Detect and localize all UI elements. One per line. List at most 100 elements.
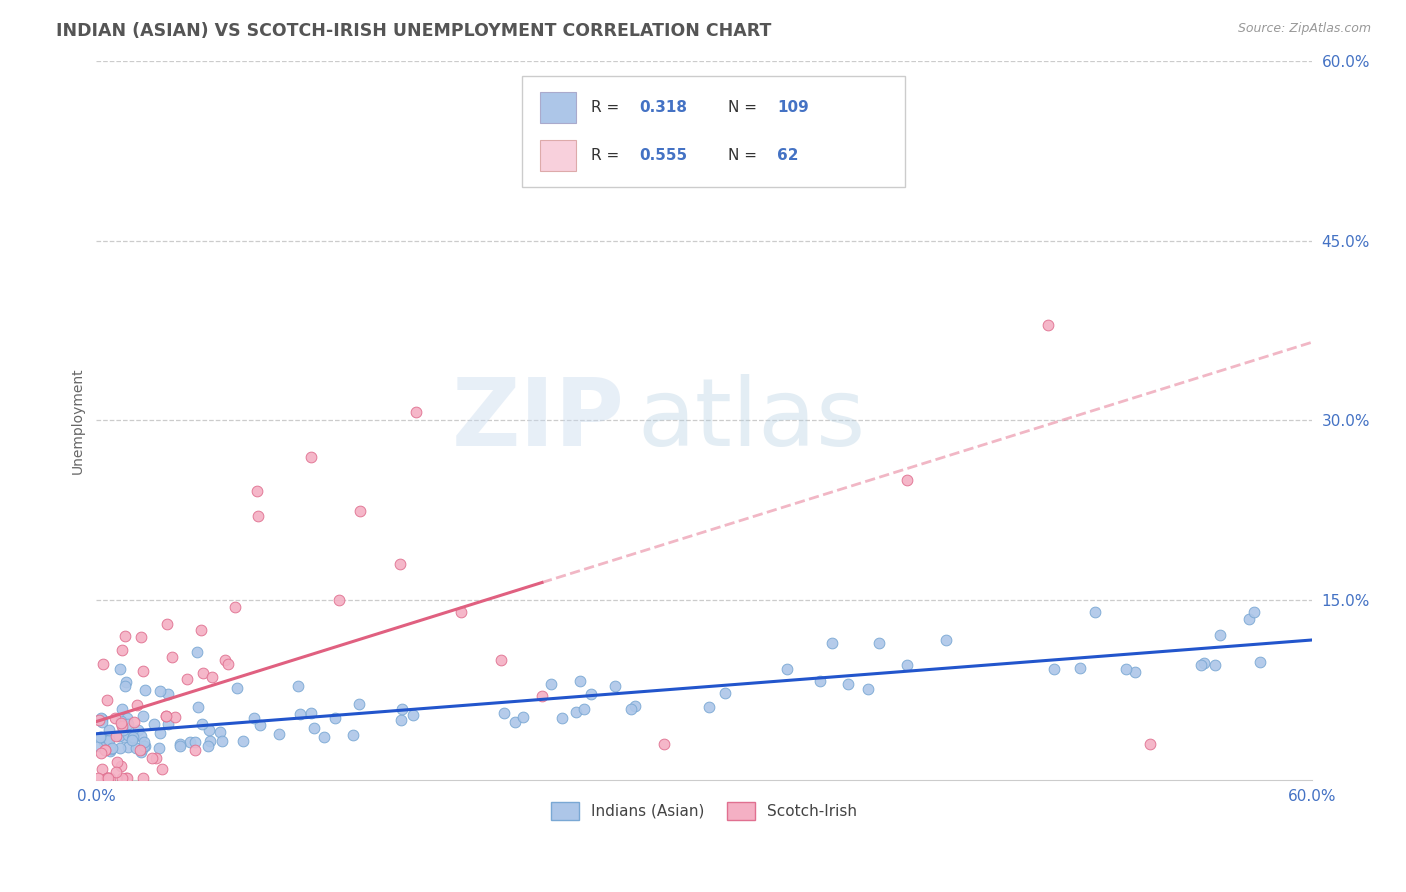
Point xyxy=(1204,658,1226,673)
Point xyxy=(141,751,163,765)
Point xyxy=(267,727,290,741)
Point xyxy=(115,772,138,786)
Point xyxy=(117,728,139,742)
Point xyxy=(89,730,111,744)
Point xyxy=(299,706,322,720)
Point xyxy=(512,710,534,724)
Point xyxy=(132,772,155,786)
Text: INDIAN (ASIAN) VS SCOTCH-IRISH UNEMPLOYMENT CORRELATION CHART: INDIAN (ASIAN) VS SCOTCH-IRISH UNEMPLOYM… xyxy=(56,22,772,40)
Point xyxy=(225,681,247,695)
Point xyxy=(697,700,720,714)
Text: atlas: atlas xyxy=(637,375,866,467)
Point xyxy=(104,711,127,725)
Text: R =: R = xyxy=(591,148,624,162)
Text: 62: 62 xyxy=(778,148,799,162)
Point xyxy=(620,702,643,716)
Point xyxy=(129,745,152,759)
Point xyxy=(249,718,271,732)
Point xyxy=(652,737,675,751)
Point xyxy=(1239,612,1261,626)
Point xyxy=(111,719,134,733)
Point xyxy=(90,711,112,725)
Point xyxy=(107,729,129,743)
Point xyxy=(91,712,114,726)
Point xyxy=(775,662,797,676)
Point xyxy=(94,734,117,748)
Text: R =: R = xyxy=(591,100,624,115)
Point xyxy=(111,772,134,786)
Point xyxy=(184,743,207,757)
Point xyxy=(110,716,132,731)
Point xyxy=(155,709,177,723)
Text: ZIP: ZIP xyxy=(453,375,626,467)
Point xyxy=(232,734,254,748)
Point xyxy=(97,772,120,786)
Text: 0.318: 0.318 xyxy=(640,100,688,115)
Point xyxy=(328,593,350,607)
Point xyxy=(97,772,120,786)
Point xyxy=(89,730,111,744)
Point xyxy=(302,721,325,735)
Point xyxy=(624,698,647,713)
Point xyxy=(96,693,118,707)
Point xyxy=(101,741,124,756)
Point xyxy=(246,483,269,498)
Point xyxy=(1115,662,1137,676)
Text: N =: N = xyxy=(728,148,762,162)
Y-axis label: Unemployment: Unemployment xyxy=(72,368,86,474)
Point xyxy=(224,600,246,615)
Point xyxy=(492,706,515,720)
Point xyxy=(713,686,735,700)
Point xyxy=(129,729,152,743)
Point xyxy=(129,630,152,644)
Point xyxy=(134,739,156,753)
Text: Source: ZipAtlas.com: Source: ZipAtlas.com xyxy=(1237,22,1371,36)
Point xyxy=(131,742,153,756)
Point xyxy=(868,636,890,650)
Point xyxy=(145,751,167,765)
Point xyxy=(1189,658,1212,673)
Point xyxy=(391,702,413,716)
Point xyxy=(98,772,121,786)
Point xyxy=(93,735,115,749)
Point xyxy=(89,713,111,727)
Point xyxy=(201,670,224,684)
Point xyxy=(97,731,120,745)
Point xyxy=(127,723,149,738)
Point xyxy=(551,711,574,725)
Point xyxy=(121,732,143,747)
Point xyxy=(1069,661,1091,675)
Point xyxy=(97,735,120,749)
Point xyxy=(100,741,122,756)
Point xyxy=(131,708,153,723)
Point xyxy=(105,755,128,769)
Point xyxy=(503,714,526,729)
Point xyxy=(349,697,371,711)
Point xyxy=(856,682,879,697)
Point xyxy=(115,711,138,725)
Point xyxy=(150,762,173,776)
Point xyxy=(129,743,152,757)
Point xyxy=(247,509,270,524)
Point xyxy=(299,450,322,464)
Point xyxy=(115,674,138,689)
Point xyxy=(98,733,121,747)
Point xyxy=(176,672,198,686)
Point xyxy=(1192,657,1215,671)
Point xyxy=(243,711,266,725)
Point xyxy=(491,653,513,667)
Point xyxy=(115,772,138,786)
Point xyxy=(90,746,112,760)
Point xyxy=(288,706,311,721)
Point xyxy=(160,649,183,664)
Point xyxy=(342,728,364,742)
Point xyxy=(312,731,335,745)
Point xyxy=(97,723,120,737)
Point xyxy=(530,689,553,703)
Point xyxy=(1249,655,1271,669)
Point xyxy=(1139,737,1161,751)
Point xyxy=(450,605,472,619)
Point xyxy=(191,665,214,680)
Legend: Indians (Asian), Scotch-Irish: Indians (Asian), Scotch-Irish xyxy=(546,796,863,826)
Point xyxy=(197,739,219,753)
